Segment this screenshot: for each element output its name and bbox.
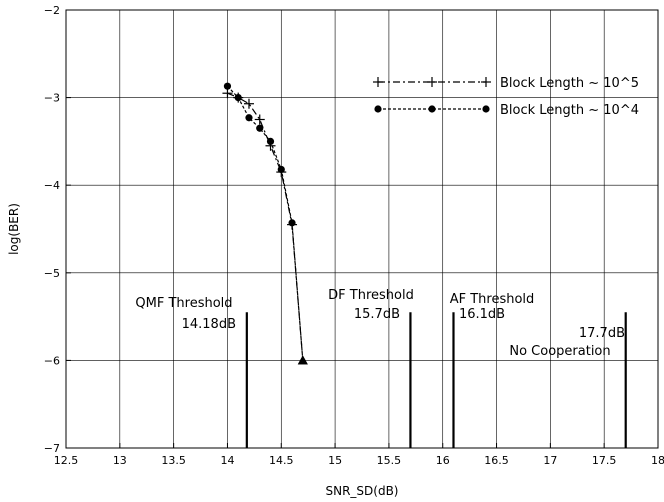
series-line-1	[227, 85, 304, 361]
series-1-point-7	[297, 355, 308, 365]
axis-ticks: 12.5 13 13.5 14 14.5 15 15.5 16 16.5 17 17.5 18 −7 −6…	[44, 4, 664, 467]
threshold-value-3: 17.7dB	[579, 326, 625, 341]
x-tick-label-0: 12.5	[54, 454, 79, 467]
y-tick-label-0: −7	[44, 442, 60, 455]
series-group	[222, 82, 308, 365]
x-tick-label-2: 13.5	[161, 454, 186, 467]
x-tick-label-4: 14.5	[269, 454, 294, 467]
legend-marker-1-1	[428, 105, 436, 113]
plot-frame	[65, 9, 659, 449]
x-tick-label-9: 17	[543, 454, 557, 467]
legend-marker-0-0	[373, 77, 383, 87]
threshold-name-0: QMF Threshold	[135, 296, 232, 311]
legend-marker-0-1	[427, 77, 437, 87]
x-tick-label-6: 15.5	[377, 454, 402, 467]
x-tick-label-1: 13	[113, 454, 127, 467]
legend-label-1: Block Length ~ 10^4	[500, 103, 639, 118]
series-1-point-2	[245, 114, 253, 122]
x-tick-label-5: 15	[328, 454, 342, 467]
y-tick-label-2: −5	[44, 267, 60, 280]
threshold-value-0: 14.18dB	[182, 317, 236, 332]
series-0-point-0	[222, 88, 233, 99]
x-tick-label-3: 14	[220, 454, 234, 467]
y-tick-label-5: −2	[44, 4, 60, 17]
series-1-point-6	[288, 219, 296, 227]
threshold-name-3: No Cooperation	[509, 344, 610, 359]
legend-label-0: Block Length ~ 10^5	[500, 76, 639, 91]
y-axis-label: log(BER)	[7, 203, 21, 255]
series-0-point-3	[254, 114, 265, 125]
series-1-point-0	[223, 82, 232, 90]
threshold-lines: QMF Threshold 14.18dB DF Threshold 15.7dB AF…	[135, 288, 627, 448]
x-tick-label-7: 16	[436, 454, 450, 467]
y-tick-label-1: −6	[44, 354, 60, 367]
x-tick-label-10: 17.5	[592, 454, 617, 467]
y-tick-label-3: −4	[44, 179, 60, 192]
legend-marker-1-0	[374, 105, 382, 113]
series-1-point-3	[256, 124, 264, 132]
threshold-name-2: AF Threshold	[450, 292, 535, 307]
threshold-value-2: 16.1dB	[459, 307, 505, 322]
series-1-point-5	[277, 165, 285, 174]
threshold-name-1: DF Threshold	[328, 288, 414, 303]
series-1-point-1	[234, 94, 242, 102]
threshold-value-1: 15.7dB	[354, 307, 400, 322]
series-0-point-2	[243, 98, 254, 109]
x-tick-label-8: 16.5	[484, 454, 509, 467]
y-tick-label-4: −3	[44, 92, 60, 105]
series-1-point-4	[266, 137, 275, 145]
legend-marker-0-2	[481, 77, 491, 87]
x-axis-label: SNR_SD(dB)	[325, 484, 398, 498]
legend-marker-1-2	[482, 105, 490, 113]
legend: Block Length ~ 10^5 Block Length ~ 10^4	[373, 76, 639, 118]
x-tick-label-11: 18	[651, 454, 664, 467]
